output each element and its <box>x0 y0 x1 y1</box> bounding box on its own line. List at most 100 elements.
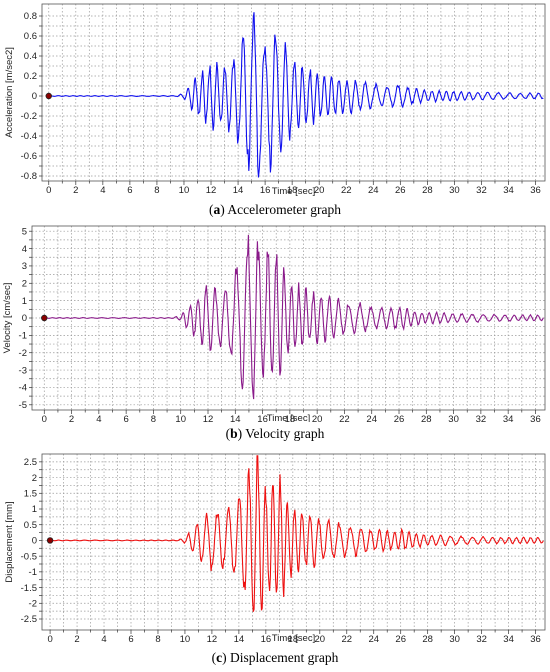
x-tick-label: 22 <box>339 414 350 422</box>
caption-text: Displacement graph <box>230 650 339 665</box>
x-tick-label: 6 <box>128 634 133 645</box>
chart-caption: (a) Accelerometer graph <box>209 202 341 217</box>
x-tick-label: 4 <box>101 634 106 645</box>
x-tick-label: 16 <box>257 414 268 422</box>
x-tick-label: 6 <box>127 185 132 196</box>
y-tick-label: 0.5 <box>24 520 37 531</box>
x-tick-label: 24 <box>368 634 379 645</box>
acceleration-chart: 0 2 4 6 8 10 12 14 16 18 20 22 24 26 28 30 32 34 36-0.8-0.… <box>4 3 546 197</box>
x-tick-label: 28 <box>422 185 433 196</box>
y-tick-label: 0 <box>32 536 37 547</box>
start-marker <box>46 537 54 544</box>
x-tick-label: 8 <box>151 414 156 422</box>
tick-marks <box>29 230 536 414</box>
start-marker <box>41 314 48 322</box>
x-tick-label: 22 <box>341 634 352 645</box>
x-tick-label: 26 <box>394 414 405 422</box>
x-tick-label: 4 <box>100 185 105 196</box>
y-tick-label: -0.8 <box>21 171 37 182</box>
x-tick-label: 20 <box>315 634 326 645</box>
velocity-chart: 0 2 4 6 8 10 12 14 16 18 20 22 24 26 28 30 32 34 36-5-4-3-… <box>2 225 546 422</box>
y-tick-label: -0.6 <box>21 151 37 162</box>
y-tick-label: -2 <box>29 598 37 609</box>
x-tick-label: 14 <box>233 185 244 196</box>
y-tick-label: 4 <box>22 244 27 255</box>
x-tick-label: 36 <box>530 634 541 645</box>
x-tick-label: 12 <box>206 185 217 196</box>
x-tick-label: 32 <box>476 634 487 645</box>
y-tick-label: 1.5 <box>24 488 37 499</box>
y-tick-label: 0 <box>32 91 37 102</box>
x-tick-label: 8 <box>154 185 159 196</box>
y-tick-label: 3 <box>22 261 27 272</box>
y-tick-label: -2 <box>19 348 27 359</box>
x-tick-label: 36 <box>530 185 541 196</box>
x-tick-label: 12 <box>203 414 214 422</box>
y-tick-label: 5 <box>22 226 27 237</box>
y-tick-label: 2 <box>22 278 27 289</box>
caption-letter: b <box>230 426 238 441</box>
x-tick-label: 14 <box>234 634 245 645</box>
y-tick-label: 0.4 <box>24 51 37 62</box>
y-tick-label: 2.5 <box>24 457 37 468</box>
tick-marks <box>39 15 536 185</box>
caption-text: Accelerometer graph <box>227 202 341 217</box>
x-tick-label: 24 <box>368 185 379 196</box>
y-tick-label: -1.5 <box>21 583 37 594</box>
y-axis-label: Displacement [mm] <box>4 501 15 582</box>
x-tick-label: 2 <box>74 634 79 645</box>
start-marker <box>45 92 52 100</box>
y-tick-label: -1 <box>29 567 37 578</box>
y-axis-label: Velocity [cm/sec] <box>2 283 13 354</box>
y-tick-label: -0.2 <box>21 111 37 122</box>
x-tick-label: 30 <box>449 634 460 645</box>
displacement-chart: 0 2 4 6 8 10 12 14 16 18 20 22 24 26 28 30 32 34 36-2.5-2-… <box>4 453 546 645</box>
chart-caption: (b) Velocity graph <box>225 426 325 441</box>
x-tick-label: 14 <box>230 414 241 422</box>
y-tick-label: 0.6 <box>24 31 37 42</box>
x-axis-label: Time [sec] <box>272 633 315 644</box>
x-tick-label: 10 <box>180 634 191 645</box>
x-tick-label: 6 <box>123 414 128 422</box>
x-tick-label: 0 <box>47 634 52 645</box>
series-line <box>48 12 544 178</box>
x-tick-label: 24 <box>366 414 377 422</box>
x-tick-label: 28 <box>422 634 433 645</box>
y-tick-label: -2.5 <box>21 614 37 625</box>
chart-caption: (c) Displacement graph <box>211 650 339 665</box>
chart-panel-displacement: 0 2 4 6 8 10 12 14 16 18 20 22 24 26 28 30 32 34 36 -2.5 -2-… <box>0 450 550 672</box>
x-tick-label: 34 <box>503 634 514 645</box>
y-tick-label: 1 <box>22 296 27 307</box>
x-tick-label: 8 <box>155 634 160 645</box>
x-tick-label: 30 <box>448 414 459 422</box>
x-tick-label: 20 <box>312 414 323 422</box>
y-axis-label: Acceleration [m/sec2] <box>4 47 15 138</box>
plot-frame <box>41 3 546 182</box>
tick-marks <box>39 461 536 634</box>
x-tick-label: 2 <box>73 185 78 196</box>
x-tick-label: 18 <box>285 414 296 422</box>
chart-panel-acceleration: 0 2 4 6 8 10 12 14 16 18 20 22 24 26 28 30 32 34 36 -0.8 -0.… <box>0 0 550 222</box>
caption-letter: a <box>213 202 221 217</box>
y-tick-label: -1 <box>19 331 27 342</box>
x-tick-label: 20 <box>314 185 325 196</box>
y-tick-label: -5 <box>19 400 27 411</box>
x-tick-label: 10 <box>179 185 190 196</box>
series-line <box>44 234 544 400</box>
x-tick-label: 28 <box>421 414 432 422</box>
x-tick-label: 16 <box>260 185 271 196</box>
caption-letter: c <box>216 650 223 665</box>
x-tick-label: 18 <box>288 634 299 645</box>
y-tick-label: -0.5 <box>21 551 37 562</box>
x-tick-label: 0 <box>46 185 51 196</box>
caption-text: Velocity graph <box>245 426 325 441</box>
x-axis-label: Time [sec] <box>272 186 315 197</box>
x-axis-label: Time [sec] <box>267 413 310 422</box>
x-tick-label: 10 <box>175 414 186 422</box>
x-tick-label: 26 <box>395 185 406 196</box>
y-tick-label: 0.8 <box>24 11 37 22</box>
y-tick-label: 0.2 <box>24 71 37 82</box>
y-tick-label: 0 <box>22 313 27 324</box>
x-tick-label: 26 <box>395 634 406 645</box>
chart-panel-velocity: 0 2 4 6 8 10 12 14 16 18 20 22 24 26 28 30 32 34 36 -5 -4 -3-… <box>0 222 550 450</box>
